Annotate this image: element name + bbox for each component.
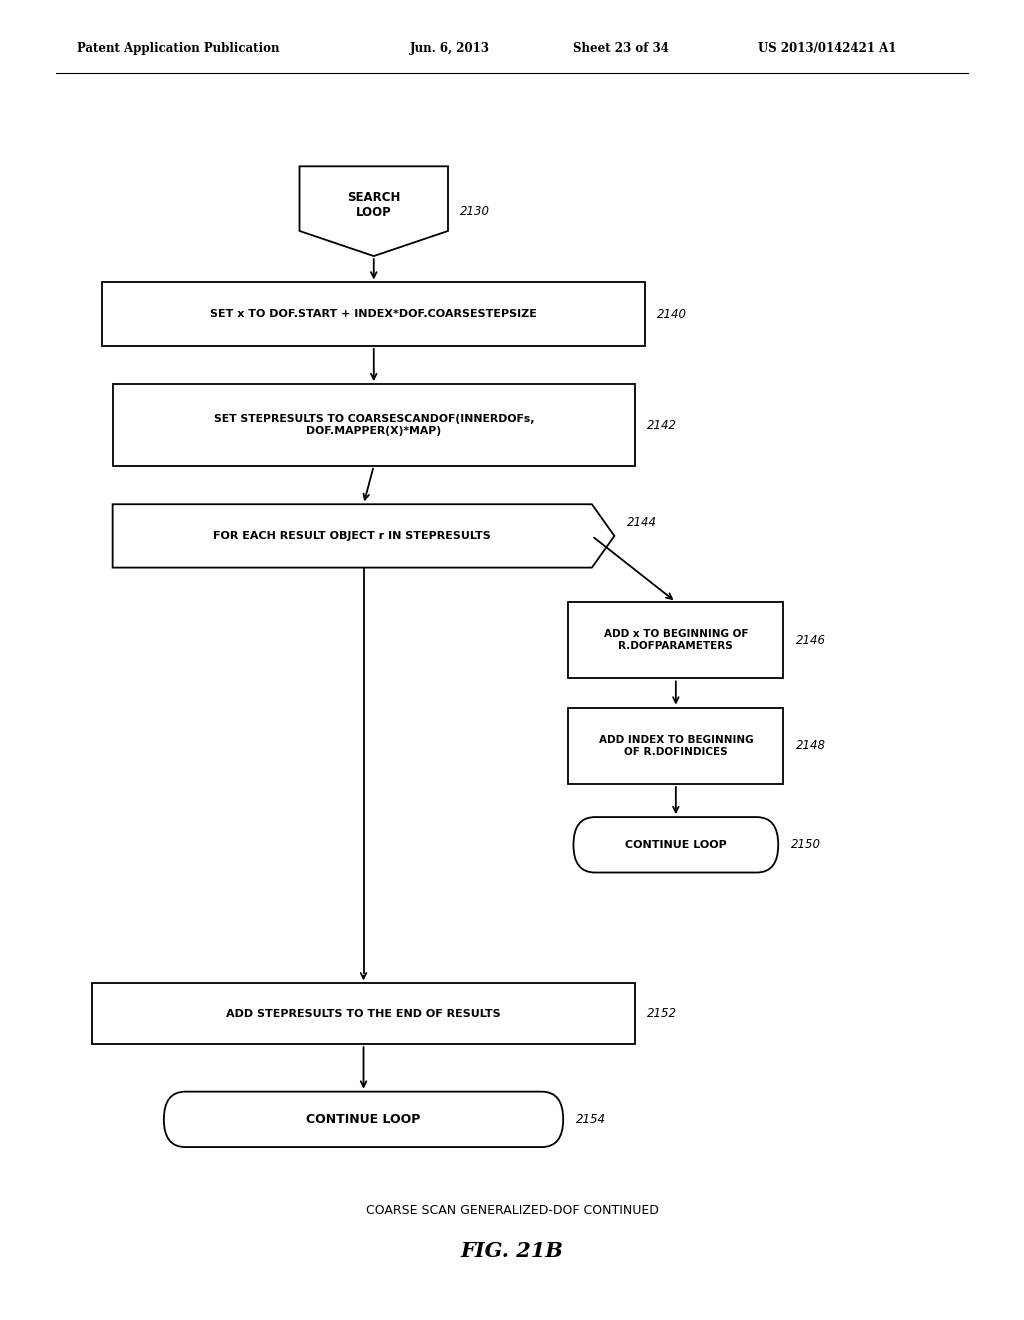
Text: Sheet 23 of 34: Sheet 23 of 34	[573, 42, 670, 55]
Text: 2148: 2148	[796, 739, 825, 752]
Text: 2140: 2140	[657, 308, 687, 321]
Text: Jun. 6, 2013: Jun. 6, 2013	[410, 42, 489, 55]
Text: 2146: 2146	[796, 634, 825, 647]
Text: 2154: 2154	[575, 1113, 605, 1126]
Text: 2130: 2130	[461, 205, 490, 218]
FancyBboxPatch shape	[573, 817, 778, 873]
Text: US 2013/0142421 A1: US 2013/0142421 A1	[758, 42, 896, 55]
Text: ADD INDEX TO BEGINNING
OF R.DOFINDICES: ADD INDEX TO BEGINNING OF R.DOFINDICES	[598, 735, 754, 756]
Polygon shape	[299, 166, 449, 256]
Text: SEARCH
LOOP: SEARCH LOOP	[347, 190, 400, 219]
FancyBboxPatch shape	[568, 602, 783, 678]
Text: ADD STEPRESULTS TO THE END OF RESULTS: ADD STEPRESULTS TO THE END OF RESULTS	[226, 1008, 501, 1019]
Text: Patent Application Publication: Patent Application Publication	[77, 42, 280, 55]
Text: SET x TO DOF.START + INDEX*DOF.COARSESTEPSIZE: SET x TO DOF.START + INDEX*DOF.COARSESTE…	[210, 309, 538, 319]
Text: ADD x TO BEGINNING OF
R.DOFPARAMETERS: ADD x TO BEGINNING OF R.DOFPARAMETERS	[603, 630, 749, 651]
Text: 2150: 2150	[791, 838, 820, 851]
FancyBboxPatch shape	[102, 282, 645, 346]
Text: COARSE SCAN GENERALIZED-DOF CONTINUED: COARSE SCAN GENERALIZED-DOF CONTINUED	[366, 1204, 658, 1217]
Text: CONTINUE LOOP: CONTINUE LOOP	[625, 840, 727, 850]
FancyBboxPatch shape	[113, 384, 635, 466]
Text: FOR EACH RESULT OBJECT r IN STEPRESULTS: FOR EACH RESULT OBJECT r IN STEPRESULTS	[213, 531, 492, 541]
FancyBboxPatch shape	[92, 983, 635, 1044]
FancyBboxPatch shape	[164, 1092, 563, 1147]
FancyBboxPatch shape	[568, 708, 783, 784]
Text: 2142: 2142	[647, 418, 677, 432]
Text: SET STEPRESULTS TO COARSESCANDOF(INNERDOFs,
DOF.MAPPER(X)*MAP): SET STEPRESULTS TO COARSESCANDOF(INNERDO…	[214, 414, 534, 436]
Polygon shape	[113, 504, 614, 568]
Text: CONTINUE LOOP: CONTINUE LOOP	[306, 1113, 421, 1126]
Text: 2152: 2152	[647, 1007, 677, 1020]
Text: FIG. 21B: FIG. 21B	[461, 1241, 563, 1262]
Text: 2144: 2144	[627, 516, 656, 529]
